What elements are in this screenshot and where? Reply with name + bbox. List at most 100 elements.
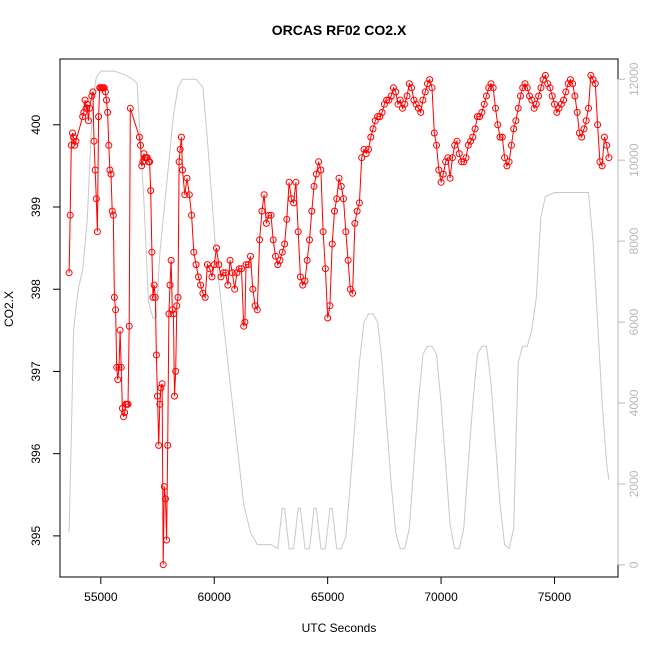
co2-point [290,199,298,207]
co2-point [362,150,370,158]
co2-point [208,273,216,281]
co2-point [69,129,76,137]
co2-point [408,84,416,92]
co2-point [299,281,307,289]
co2-point [287,195,295,203]
co2-point [530,104,538,112]
co2-point [598,162,606,170]
co2-point [371,117,379,125]
y-axis-right: 0 2000 4000 6000 8000 10000 12000 [617,62,641,568]
co2-point [163,536,171,544]
co2-point [240,322,248,330]
co2-point [582,117,590,125]
co2-point [324,314,332,322]
co2-point [138,162,146,170]
x-tick-label: 60000 [198,590,232,604]
co2-point [498,133,506,141]
y2-tick-label: 6000 [627,308,641,335]
co2-point [155,441,163,449]
co2-point [233,269,241,277]
co2-point [587,71,595,79]
co2-point [66,211,74,219]
co2-point [539,76,547,84]
co2-point [177,133,185,141]
co2-point [103,96,110,104]
co2-point [175,158,183,166]
co2-point [573,108,581,116]
co2-point [150,281,158,289]
co2-point [328,240,336,248]
x-tick-label: 65000 [311,590,345,604]
co2-point [86,104,93,112]
co2-point [278,248,286,256]
y-tick-label: 400 [29,114,43,134]
co2-point [283,215,291,223]
co2-point [380,100,388,108]
co2-point [335,174,343,182]
co2-point [206,265,214,273]
co2-point [269,236,277,244]
co2-point [535,92,543,100]
co2-point [149,293,157,301]
co2-point [88,92,96,100]
co2-point [210,261,218,269]
co2-point [113,363,121,371]
co2-point [71,141,79,149]
co2-point [514,104,522,112]
co2-point [301,277,309,285]
co2-point [569,80,577,88]
co2-point [114,376,122,384]
co2-point [125,322,133,330]
co2-point [215,261,223,269]
co2-point [173,302,181,310]
co2-point [81,96,89,104]
co2-point [476,113,484,121]
co2-point [241,318,249,326]
co2-point [70,133,78,141]
co2-point [108,207,116,215]
co2-point [578,133,586,141]
co2-point [331,207,338,215]
co2-point [124,400,132,408]
co2-point [321,265,329,273]
co2-point [228,269,236,277]
co2-point [367,133,375,141]
co2-point [594,121,602,129]
co2-point [392,88,400,96]
co2-point [512,117,520,125]
y-tick-label: 397 [29,361,43,381]
co2-point [507,141,515,149]
co2-point [137,141,144,149]
co2-point [385,96,393,104]
co2-point [437,178,445,186]
co2-point [267,211,275,219]
co2-point [546,84,554,92]
co2-point [168,306,176,314]
co2-point [505,158,513,166]
left-axis-series-group [65,71,613,569]
co2-point [303,256,311,264]
chart-title: ORCAS RF02 CO2.X [272,22,407,38]
co2-point [526,92,533,100]
co2-point [310,182,318,190]
y-tick-label: 395 [29,526,43,546]
co2-point [326,302,334,310]
co2-point [260,191,268,199]
co2-point [503,162,511,170]
co2-point [251,302,259,310]
co2-point [548,92,556,100]
co2-point [242,261,250,269]
co2-point [158,380,166,388]
co2-point [188,211,196,219]
co2-point [272,252,279,260]
co2-point [109,211,117,219]
co2-point [292,178,300,186]
y2-tick-label: 8000 [627,227,641,254]
co2-point [394,100,402,108]
co2-point [274,261,282,269]
x-axis: 55000 60000 65000 70000 75000 [84,576,571,604]
co2-point [469,133,477,141]
co2-point [487,80,495,88]
co2-point [401,100,409,108]
